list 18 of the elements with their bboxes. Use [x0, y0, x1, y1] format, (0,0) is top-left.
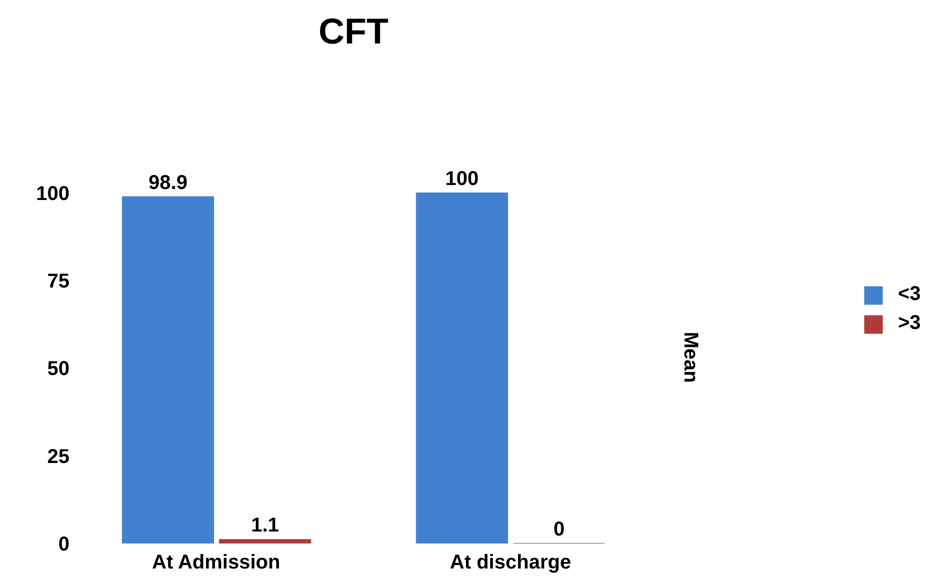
y-tick-label: 100 [36, 182, 70, 205]
data-label: 0 [553, 518, 565, 540]
bar [218, 539, 312, 544]
y-tick-label: 50 [47, 358, 70, 380]
bar [416, 192, 508, 544]
y-tick-label: 25 [47, 446, 70, 468]
x-tick-label: At Admission [152, 552, 280, 574]
data-label: 1.1 [251, 514, 279, 537]
chart-title: CFT [318, 10, 388, 52]
data-label: 98.9 [148, 172, 188, 194]
y-tick-label: 0 [58, 534, 70, 556]
data-label: 100 [445, 168, 479, 190]
legend-label: <3 [898, 283, 921, 306]
y-tick-label: 75 [47, 270, 70, 293]
bar [122, 196, 214, 544]
legend-label: >3 [898, 312, 921, 335]
x-tick-label: At discharge [450, 552, 572, 574]
y-axis-title: Mean [680, 332, 702, 383]
